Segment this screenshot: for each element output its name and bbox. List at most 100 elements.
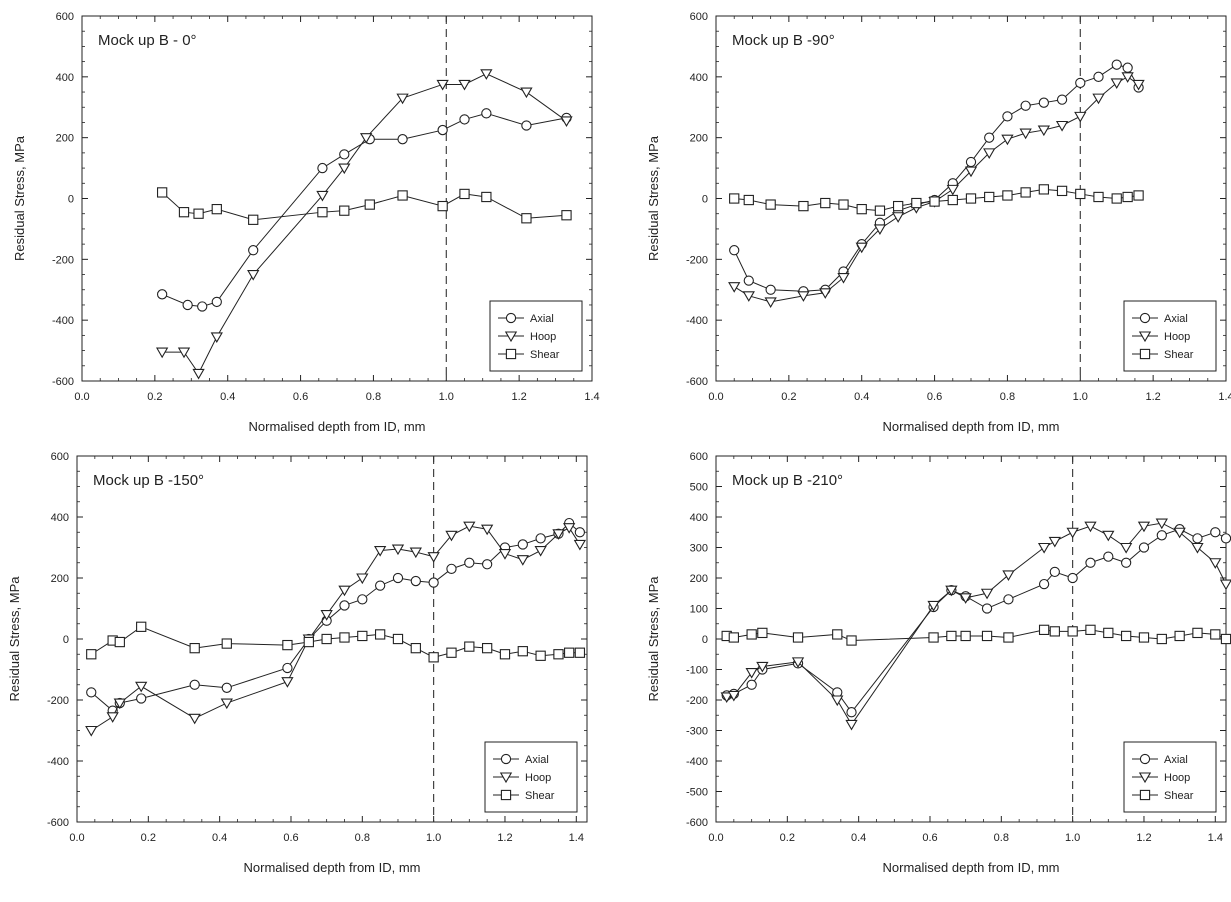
data-point — [409, 547, 422, 559]
y-tick-label: 600 — [51, 451, 69, 463]
y-tick-label: -600 — [686, 376, 708, 388]
legend-marker — [505, 312, 517, 324]
data-point — [874, 205, 886, 216]
chart-panel-3: 0.0 0.2 0.4 0.6 0.8 1.0 1.2 1.4 -600 -400 -200 0 200… — [7, 451, 588, 875]
data-point — [357, 630, 368, 642]
data-point — [445, 530, 458, 542]
data-point — [798, 200, 809, 212]
x-tick-label: 0.2 — [141, 832, 156, 844]
data-point — [1111, 193, 1122, 204]
chart-title: Mock up B -150° — [93, 472, 204, 489]
legend-label: Shear — [525, 790, 555, 802]
data-point — [765, 199, 776, 210]
data-point — [892, 200, 904, 212]
data-point — [838, 199, 849, 210]
data-point — [356, 573, 369, 585]
series-hoop — [720, 518, 1231, 731]
data-point — [459, 188, 470, 200]
data-point — [1192, 627, 1203, 639]
series-axial — [721, 524, 1231, 718]
data-point — [437, 124, 448, 136]
data-point — [965, 193, 977, 204]
legend-marker — [1138, 772, 1152, 784]
data-point — [846, 635, 857, 646]
data-point — [720, 692, 733, 704]
data-point — [459, 114, 470, 125]
data-point — [561, 210, 572, 221]
data-point — [1020, 100, 1031, 111]
legend-marker — [500, 753, 512, 765]
data-point — [1103, 551, 1114, 562]
series-axial — [729, 59, 1144, 297]
x-axis-label: Normalised depth from ID, mm — [883, 419, 1060, 434]
data-point — [481, 642, 493, 654]
data-point — [1102, 530, 1115, 542]
data-point — [1092, 93, 1105, 105]
data-point — [221, 638, 232, 649]
data-point — [574, 527, 586, 538]
x-tick-label: 0.8 — [366, 391, 381, 403]
data-point — [756, 661, 769, 673]
y-tick-label: -400 — [52, 315, 74, 327]
data-point — [1038, 578, 1050, 590]
chart-title: Mock up B -90° — [732, 32, 835, 49]
y-tick-label: 200 — [51, 573, 69, 585]
data-point — [837, 273, 850, 284]
y-tick-label: -100 — [686, 665, 708, 677]
data-point — [743, 275, 754, 286]
data-point — [1049, 566, 1060, 578]
x-tick-label: 0.0 — [708, 832, 723, 844]
data-point — [1122, 62, 1133, 73]
data-point — [1156, 633, 1167, 645]
chart-panel-1: 0.0 0.2 0.4 0.6 0.8 1.0 1.2 1.4 -600 -400 -200 0 200… — [12, 11, 600, 434]
data-point — [1085, 557, 1096, 568]
data-point — [135, 681, 148, 693]
data-point — [1001, 134, 1014, 146]
data-point — [156, 289, 168, 300]
legend-label: Shear — [1164, 349, 1194, 361]
data-point — [1037, 542, 1051, 554]
data-point — [742, 291, 755, 302]
data-point — [946, 630, 957, 642]
data-point — [1210, 527, 1221, 538]
data-point — [1174, 630, 1185, 642]
data-point — [1056, 185, 1068, 197]
data-point — [248, 245, 259, 256]
data-point — [928, 632, 939, 643]
legend-label: Axial — [1164, 313, 1188, 325]
data-point — [855, 242, 868, 254]
x-tick-label: 0.8 — [1000, 391, 1015, 403]
y-tick-label: -300 — [686, 726, 708, 738]
y-tick-label: 400 — [56, 72, 74, 84]
data-point — [464, 557, 475, 568]
data-point — [1075, 188, 1086, 200]
data-point — [1173, 527, 1186, 539]
y-tick-label: -400 — [686, 315, 708, 327]
data-point — [563, 523, 576, 534]
data-point — [1138, 542, 1150, 553]
data-point — [831, 695, 844, 707]
data-point — [281, 677, 294, 688]
data-point — [1066, 527, 1079, 539]
data-point — [927, 600, 940, 612]
x-axis-label: Normalised depth from ID, mm — [249, 419, 426, 434]
data-point — [797, 291, 810, 302]
data-point — [1093, 191, 1104, 203]
series-hoop — [155, 69, 573, 380]
legend-label: Axial — [530, 313, 554, 325]
legend-label: Hoop — [1164, 772, 1190, 784]
data-point — [481, 108, 492, 119]
series-shear — [86, 621, 586, 663]
data-point — [155, 347, 169, 359]
y-tick-label: 0 — [68, 194, 74, 206]
x-tick-label: 0.4 — [212, 832, 227, 844]
data-point — [564, 647, 575, 658]
data-point — [446, 647, 457, 658]
data-point — [891, 212, 905, 223]
data-point — [983, 148, 996, 159]
data-point — [846, 707, 857, 718]
y-tick-label: 300 — [690, 543, 708, 555]
data-point — [832, 629, 843, 640]
data-point — [1093, 71, 1104, 82]
data-point — [965, 156, 977, 168]
